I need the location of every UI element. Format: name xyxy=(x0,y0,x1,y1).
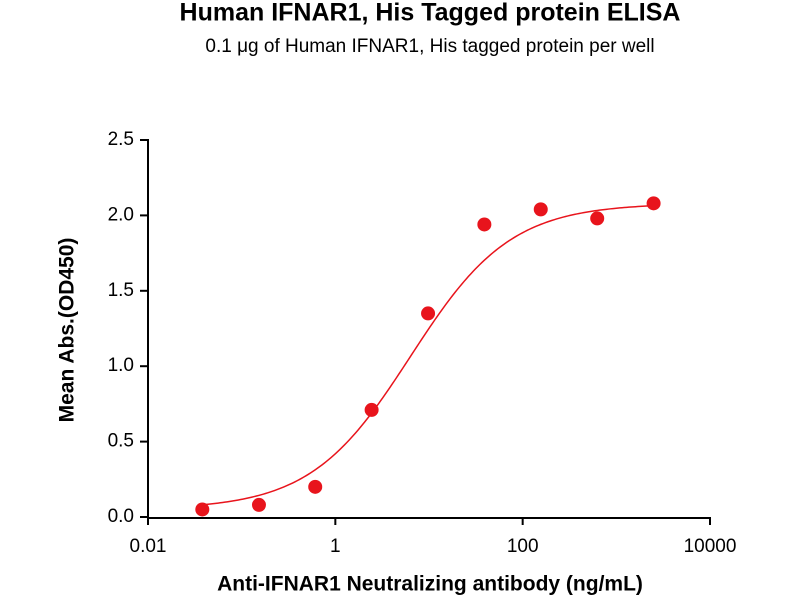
y-tick-label: 0.5 xyxy=(108,431,134,452)
x-tick-label: 1 xyxy=(330,536,341,557)
data-point xyxy=(195,502,210,517)
data-point xyxy=(251,497,266,512)
x-tick-label: 0.01 xyxy=(130,536,167,557)
data-point xyxy=(364,402,379,417)
data-point xyxy=(477,217,492,232)
chart-subtitle: 0.1 μg of Human IFNAR1, His tagged prote… xyxy=(205,36,654,57)
y-tick-label: 2.5 xyxy=(108,129,134,150)
y-tick-label: 0.0 xyxy=(108,506,134,527)
x-tick-label: 100 xyxy=(507,536,539,557)
x-tick-label: 10000 xyxy=(684,536,737,557)
data-point xyxy=(646,196,661,211)
data-point xyxy=(308,479,323,494)
x-axis-title: Anti-IFNAR1 Neutralizing antibody (ng/mL… xyxy=(217,573,643,596)
y-tick-label: 1.0 xyxy=(108,355,134,376)
y-tick-label: 2.0 xyxy=(108,204,134,225)
y-axis-title: Mean Abs.(OD450) xyxy=(56,238,79,423)
fit-curve xyxy=(202,204,654,506)
chart-title: Human IFNAR1, His Tagged protein ELISA xyxy=(180,0,681,27)
y-tick-label: 1.5 xyxy=(108,280,134,301)
data-point xyxy=(421,306,436,321)
data-point xyxy=(533,202,548,217)
data-point xyxy=(590,211,605,226)
